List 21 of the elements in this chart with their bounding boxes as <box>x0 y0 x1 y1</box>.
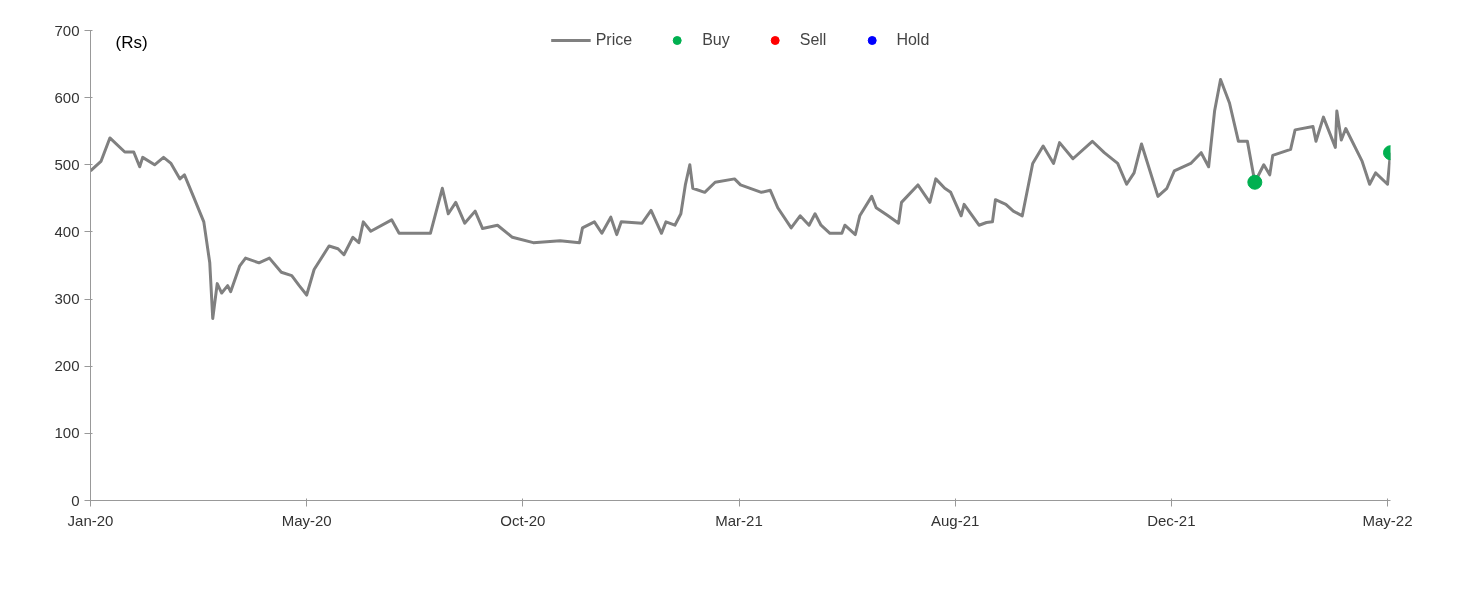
x-tick-label: May-20 <box>281 511 332 529</box>
x-tick-label: May-22 <box>1362 511 1413 529</box>
x-tick-label: Jan-20 <box>67 511 114 529</box>
y-tick-label: 400 <box>54 222 80 240</box>
x-tick-label: Oct-20 <box>500 511 546 529</box>
y-axis-title: (Rs) <box>115 32 148 52</box>
y-tick-label: 700 <box>54 21 80 39</box>
y-tick-label: 0 <box>71 491 80 509</box>
y-tick-label: 600 <box>54 88 80 106</box>
y-tick-label: 300 <box>54 290 80 308</box>
legend-label: Buy <box>702 31 730 49</box>
x-tick-label: Aug-21 <box>930 511 980 529</box>
y-tick-label: 100 <box>54 424 80 442</box>
legend-label: Price <box>595 31 633 49</box>
line-series <box>90 78 1391 321</box>
x-tick-label: Mar-21 <box>715 511 763 529</box>
y-tick-label: 200 <box>54 357 80 375</box>
legend-label: Hold <box>896 31 930 49</box>
y-tick-label: 500 <box>54 155 80 173</box>
legend-label: Sell <box>799 31 827 49</box>
x-tick-label: Dec-21 <box>1147 511 1196 529</box>
